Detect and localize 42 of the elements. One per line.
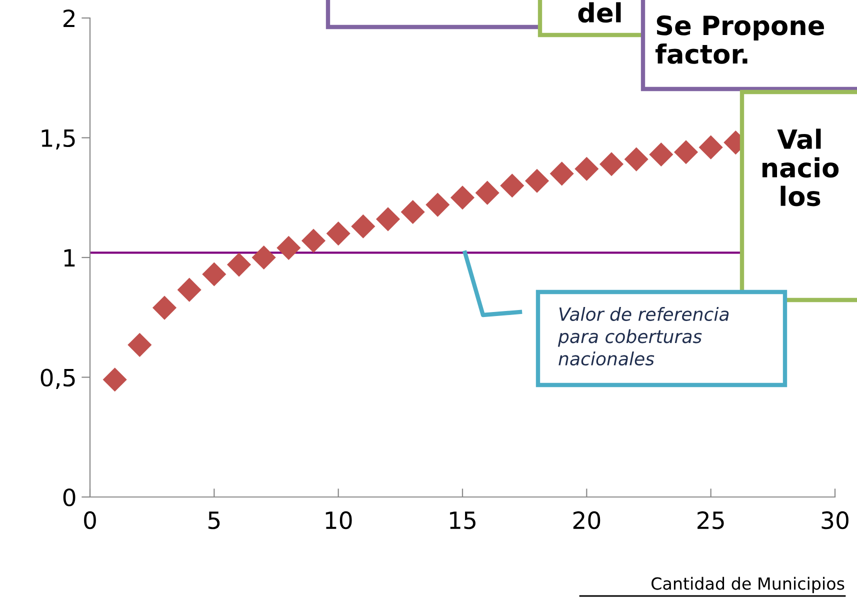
y-tick-label: 0 (63, 488, 76, 506)
point (252, 245, 276, 270)
point (475, 180, 500, 205)
point (301, 228, 326, 253)
point (524, 168, 550, 193)
point (550, 162, 574, 186)
y-tick-label: 1 (64, 249, 75, 266)
annotation: Valor de referencia para coberturas nacionales (558, 306, 729, 366)
x-tick-label: 25 (698, 511, 724, 530)
point (698, 135, 723, 160)
x-tick-label: 10 (326, 511, 352, 530)
x-tick-label: 0 (84, 511, 96, 530)
point (177, 278, 202, 302)
y-tick-label: 1,5 (42, 130, 75, 150)
x-tick-label: 20 (573, 511, 600, 530)
point (450, 186, 475, 210)
point (574, 156, 599, 181)
y-tick-label: 0,5 (40, 368, 75, 389)
point (426, 192, 450, 217)
point (674, 140, 698, 164)
point (376, 207, 400, 232)
point (326, 222, 350, 246)
point (351, 214, 376, 238)
point (152, 296, 177, 320)
point (128, 332, 152, 357)
point (400, 200, 425, 224)
x-axis-title: Cantidad de Municipios (652, 576, 844, 594)
point (649, 142, 674, 167)
x-tick-label: 15 (450, 512, 476, 530)
point (276, 236, 301, 260)
point (102, 368, 127, 392)
point (624, 147, 648, 172)
point (202, 262, 226, 286)
annotation: Val nacio los (762, 128, 839, 206)
x-tick-label: 5 (208, 512, 220, 530)
x-tick-label: 30 (822, 511, 848, 530)
annotation: del (578, 2, 621, 23)
point (599, 152, 624, 176)
point (226, 252, 252, 277)
annotation: Se Propone factor. (656, 15, 824, 64)
y-tick-label: 2 (64, 9, 74, 27)
point (500, 174, 524, 198)
